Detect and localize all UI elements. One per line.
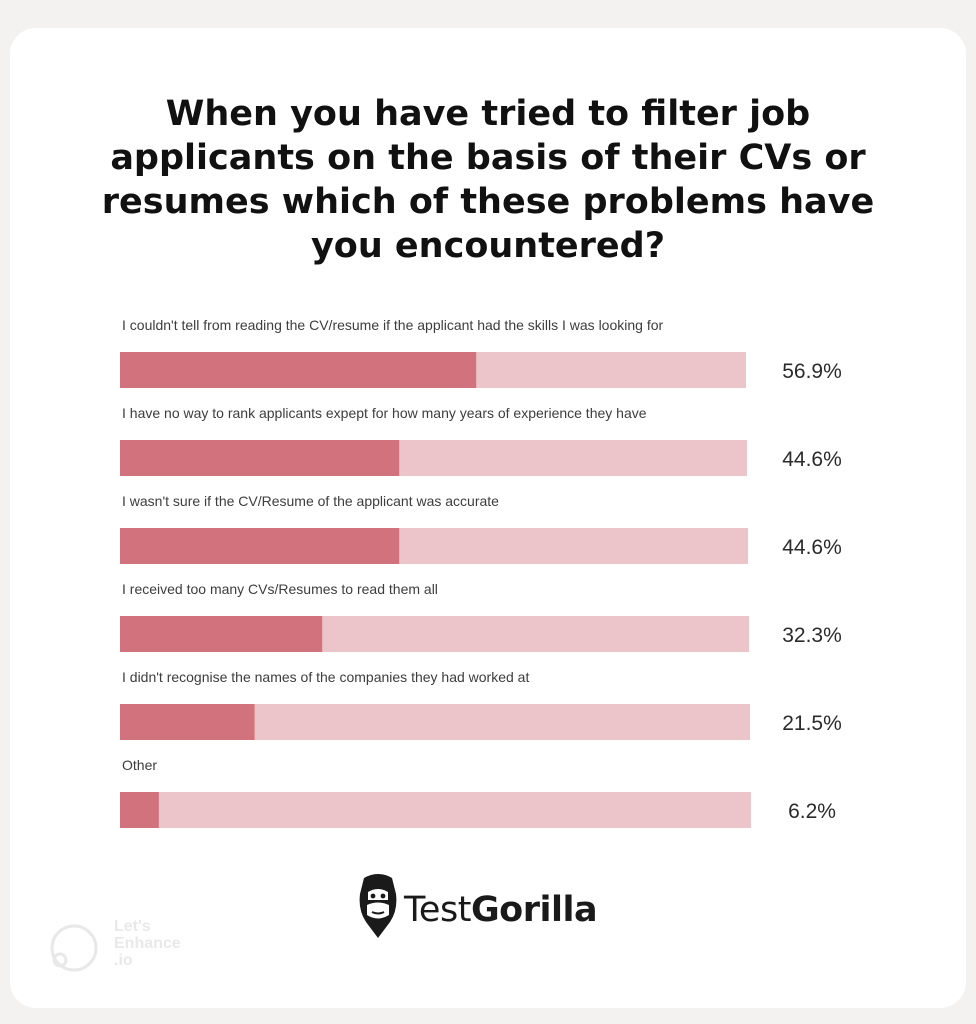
logo-text-bold: Gorilla bbox=[470, 890, 598, 930]
value-label: 32.3% bbox=[782, 624, 842, 647]
bar-track bbox=[120, 792, 751, 828]
circle-logo-icon bbox=[50, 924, 98, 972]
logo-wordmark: TestGorilla bbox=[404, 890, 598, 930]
category-label: I couldn't tell from reading the CV/resu… bbox=[122, 317, 664, 333]
chart-card bbox=[10, 28, 966, 1008]
bar bbox=[120, 440, 400, 476]
bar-group: I received too many CVs/Resumes to read … bbox=[120, 581, 842, 652]
letsenhance-watermark: Let's Enhance .io bbox=[50, 918, 210, 978]
chart-title: When you have tried to filter job applic… bbox=[101, 94, 875, 266]
bar bbox=[120, 792, 159, 828]
bar-group: I didn't recognise the names of the comp… bbox=[120, 669, 842, 740]
bar-group: Other 6.2% bbox=[120, 757, 836, 828]
value-label: 44.6% bbox=[782, 536, 842, 559]
bar bbox=[120, 528, 400, 564]
bar-group: I wasn't sure if the CV/Resume of the ap… bbox=[120, 493, 842, 564]
watermark-text: Let's Enhance .io bbox=[114, 918, 181, 969]
testgorilla-logo: TestGorilla bbox=[356, 868, 626, 948]
bar-group: I have no way to rank applicants expept … bbox=[120, 405, 842, 476]
value-label: 56.9% bbox=[782, 360, 842, 383]
category-label: I received too many CVs/Resumes to read … bbox=[122, 581, 438, 597]
category-label: I wasn't sure if the CV/Resume of the ap… bbox=[122, 493, 499, 509]
category-label: I didn't recognise the names of the comp… bbox=[122, 669, 529, 685]
value-label: 44.6% bbox=[782, 448, 842, 471]
bar bbox=[120, 616, 323, 652]
value-label: 6.2% bbox=[788, 800, 836, 823]
logo-text-regular: Test bbox=[404, 890, 471, 930]
value-label: 21.5% bbox=[782, 712, 842, 735]
bar-group: I couldn't tell from reading the CV/resu… bbox=[120, 317, 842, 388]
category-label: I have no way to rank applicants expept … bbox=[122, 405, 647, 421]
gorilla-head-icon bbox=[359, 874, 397, 938]
bar bbox=[120, 352, 477, 388]
category-label: Other bbox=[122, 757, 157, 773]
bar bbox=[120, 704, 255, 740]
